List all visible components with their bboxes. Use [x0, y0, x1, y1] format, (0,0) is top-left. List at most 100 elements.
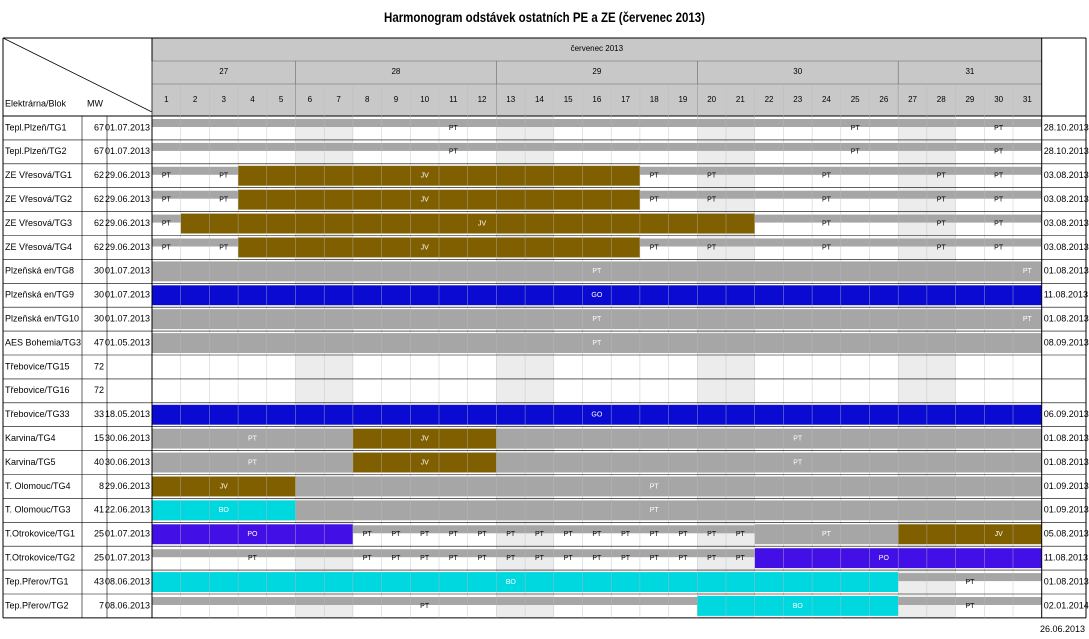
- row-start-date: 30.06.2013: [105, 457, 150, 467]
- bar-label-pt: PT: [707, 173, 717, 180]
- bar-pt: [754, 524, 899, 545]
- bar-label-pt: PT: [822, 531, 832, 538]
- bar-label-pt: PT: [420, 531, 430, 538]
- row-end-date: 03.08.2013: [1044, 194, 1089, 204]
- row-name: Plzeňská en/TG10: [5, 314, 79, 324]
- bar-label-pt: PT: [621, 531, 631, 538]
- bar-label-pt: PT: [650, 555, 660, 562]
- week-label: 30: [793, 67, 802, 76]
- bar-bo: [697, 596, 899, 616]
- header-diagonal: [2, 37, 153, 113]
- bar-pt: [152, 597, 1042, 605]
- bar-label-pt: PT: [736, 555, 746, 562]
- weekend-shade: [697, 116, 726, 618]
- row-end-date: 01.09.2013: [1044, 505, 1089, 515]
- day-label: 19: [678, 95, 687, 104]
- week-label: 29: [592, 67, 601, 76]
- row-name: Tep.Přerov/TG1: [5, 576, 69, 586]
- bar-label-pt: PT: [937, 196, 947, 203]
- row-name: Plzeňská en/TG9: [5, 290, 74, 300]
- bar-label-pt: PT: [650, 244, 660, 251]
- row-start-date: 01.07.2013: [105, 266, 150, 276]
- month-label: červenec 2013: [571, 44, 624, 53]
- bar-label-pt: PT: [621, 555, 631, 562]
- bar-pt: [898, 573, 1042, 582]
- bar-label-pt: PT: [535, 555, 545, 562]
- bar-label-pt: PT: [994, 244, 1004, 251]
- row-start-date: 01.05.2013: [105, 337, 150, 347]
- row-end-date: 01.08.2013: [1044, 457, 1089, 467]
- bar-label-jv: JV: [478, 220, 487, 227]
- column-header-mw: MW: [87, 98, 103, 108]
- row-start-date: 18.05.2013: [105, 409, 150, 419]
- bar-label-pt: PT: [219, 196, 229, 203]
- bar-label-pt: PT: [707, 196, 717, 203]
- bar-label-bo: BO: [793, 603, 804, 610]
- day-label: 22: [765, 95, 774, 104]
- bar-label-pt: PT: [592, 531, 602, 538]
- row-mw: 25: [94, 529, 104, 539]
- bar-jv: [152, 476, 296, 497]
- day-label: 12: [478, 95, 487, 104]
- bar-label-jv: JV: [421, 173, 430, 180]
- row-name: ZE Vřesová/TG4: [5, 242, 72, 252]
- bar-po: [152, 524, 353, 545]
- bar-pt: [152, 119, 1042, 127]
- day-label: 16: [592, 95, 601, 104]
- row-start-date: 01.07.2013: [105, 314, 150, 324]
- row-start-date: 01.07.2013: [105, 529, 150, 539]
- bar-label-pt: PT: [650, 196, 660, 203]
- bar-label-pt: PT: [851, 125, 861, 132]
- bar-label-pt: PT: [248, 435, 258, 442]
- row-end-date: 06.09.2013: [1044, 409, 1089, 419]
- day-label: 28: [937, 95, 946, 104]
- bar-label-pt: PT: [707, 531, 717, 538]
- bar-label-jv: JV: [421, 196, 430, 203]
- row-name: T.Otrokovice/TG2: [5, 553, 75, 563]
- bar-label-pt: PT: [363, 555, 373, 562]
- row-end-date: 01.08.2013: [1044, 266, 1089, 276]
- day-label: 7: [336, 95, 341, 104]
- row-mw: 62: [94, 242, 104, 252]
- row-end-date: 05.08.2013: [1044, 529, 1089, 539]
- bar-label-pt: PT: [822, 196, 832, 203]
- bar-pt: [152, 476, 1042, 497]
- row-start-date: 08.06.2013: [105, 600, 150, 610]
- row-mw: 8: [99, 481, 104, 491]
- row-end-date: 03.08.2013: [1044, 218, 1089, 228]
- row-end-date: 08.09.2013: [1044, 337, 1089, 347]
- bar-label-pt: PT: [965, 603, 975, 610]
- weekend-shade: [726, 116, 755, 618]
- bar-pt: [152, 333, 1042, 353]
- bar-label-pt: PT: [678, 531, 688, 538]
- row-end-date: 11.08.2013: [1044, 553, 1088, 563]
- row-start-date: 08.06.2013: [105, 576, 150, 586]
- row-start-date: 29.06.2013: [105, 481, 150, 491]
- bar-label-pt: PT: [592, 340, 602, 347]
- row-mw: 30: [94, 290, 104, 300]
- day-label: 9: [394, 95, 399, 104]
- day-label: 15: [564, 95, 573, 104]
- bar-label-bo: BO: [506, 579, 517, 586]
- bar-label-pt: PT: [391, 531, 401, 538]
- row-name: Karvina/TG5: [5, 457, 56, 467]
- bar-label-pt: PT: [162, 244, 172, 251]
- bar-label-pt: PT: [449, 555, 459, 562]
- bar-label-pt: PT: [994, 220, 1004, 227]
- bar-label-pt: PT: [965, 579, 975, 586]
- row-mw: 72: [94, 385, 104, 395]
- row-name: Tep.Přerov/TG2: [5, 600, 69, 610]
- bar-label-pt: PT: [707, 244, 717, 251]
- row-name: Třebovice/TG15: [5, 361, 70, 371]
- bar-label-pt: PT: [592, 316, 602, 323]
- row-end-date: 28.10.2013: [1044, 146, 1089, 156]
- bar-label-pt: PT: [793, 435, 803, 442]
- row-end-date: 03.08.2013: [1044, 170, 1089, 180]
- day-label: 29: [965, 95, 974, 104]
- bar-label-jv: JV: [421, 244, 430, 251]
- bar-pt: [152, 261, 1042, 282]
- bar-label-pt: PT: [478, 555, 488, 562]
- bar-label-pt: PT: [1023, 268, 1033, 275]
- bar-label-jv: JV: [995, 531, 1004, 538]
- row-end-date: 01.08.2013: [1044, 576, 1089, 586]
